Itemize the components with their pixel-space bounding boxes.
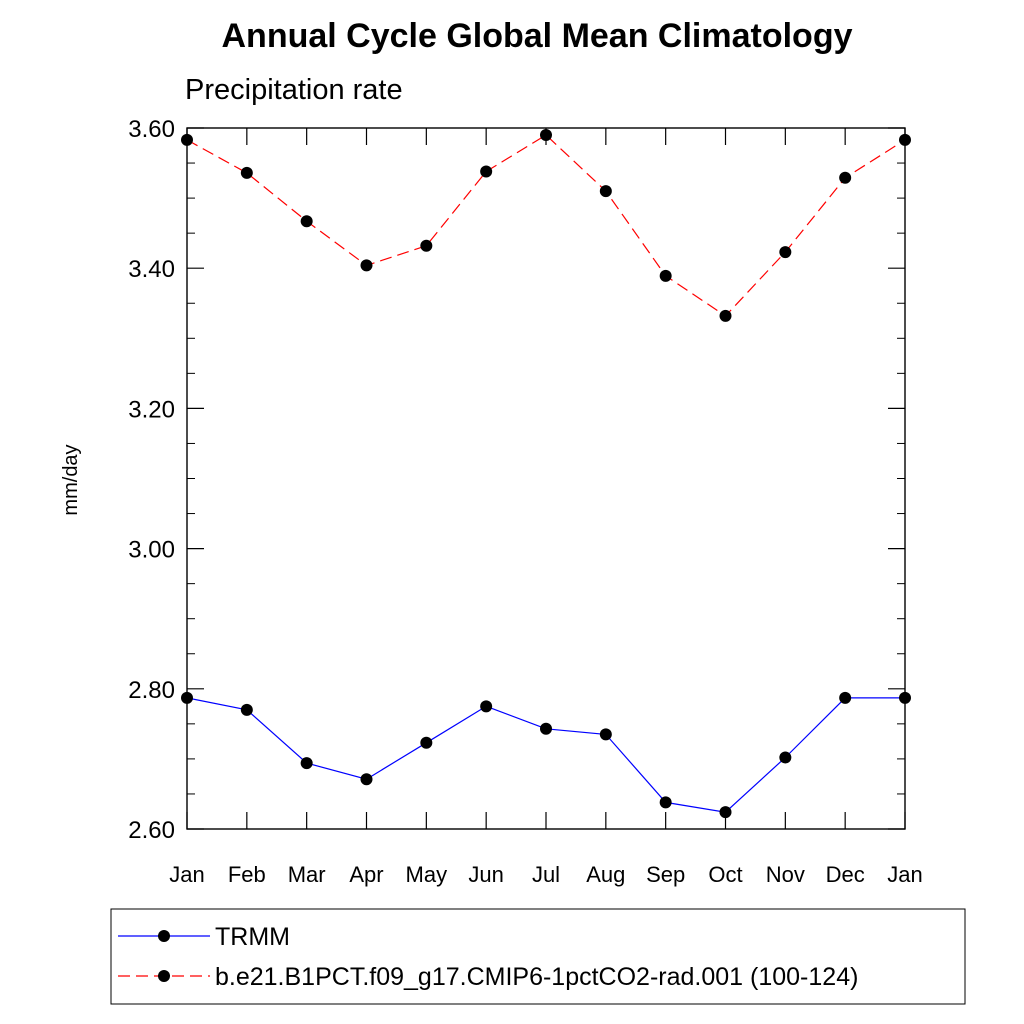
data-point-0-11 <box>839 691 852 704</box>
series-line-1 <box>186 134 906 317</box>
y-tick-label: 3.00 <box>128 537 175 564</box>
legend-label-model: b.e21.B1PCT.f09_g17.CMIP6-1pctCO2-rad.00… <box>215 963 858 991</box>
data-point-1-11 <box>839 171 852 184</box>
series-line-0 <box>186 697 905 813</box>
data-point-0-9 <box>719 806 732 819</box>
data-point-1-0 <box>181 133 193 146</box>
data-point-1-7 <box>599 185 612 198</box>
data-point-1-1 <box>240 166 253 179</box>
x-tick-label: Jan <box>169 862 204 887</box>
data-point-1-3 <box>360 259 373 272</box>
data-point-1-9 <box>719 309 732 322</box>
data-point-0-0 <box>181 691 193 704</box>
data-point-1-10 <box>779 246 792 259</box>
x-tick-label: May <box>406 862 448 887</box>
y-axis-label: mm/day <box>60 444 82 515</box>
x-axis-ticks: Jan Feb Mar Apr May Jun Jul Aug Sep Oct Nov Dec Jan <box>169 128 923 887</box>
data-point-0-1 <box>240 703 253 716</box>
data-point-1-4 <box>420 239 433 252</box>
x-tick-label: Mar <box>288 862 326 887</box>
data-point-1-5 <box>480 165 493 178</box>
chart-title: Annual Cycle Global Mean Climatology <box>222 17 853 55</box>
x-tick-label: Dec <box>826 862 865 887</box>
y-tick-label: 2.80 <box>128 677 175 704</box>
y-tick-label: 2.60 <box>128 817 175 844</box>
data-point-0-7 <box>599 728 612 741</box>
data-point-1-8 <box>659 269 672 282</box>
x-tick-label: Feb <box>228 862 266 887</box>
y-tick-label: 3.60 <box>128 116 175 143</box>
data-point-1-2 <box>300 215 313 228</box>
data-point-0-3 <box>360 773 373 786</box>
x-tick-label: Jan <box>887 862 922 887</box>
data-point-1-12 <box>899 133 911 146</box>
legend-marker-trmm <box>158 930 170 942</box>
data-point-0-4 <box>420 736 433 749</box>
data-point-0-5 <box>480 700 493 713</box>
legend-marker-model <box>158 970 170 982</box>
x-tick-label: Jun <box>468 862 503 887</box>
legend-label-trmm: TRMM <box>215 923 290 951</box>
x-tick-label: Aug <box>586 862 625 887</box>
series-layer <box>181 129 911 819</box>
x-tick-label: Apr <box>349 862 383 887</box>
data-point-1-6 <box>540 129 552 142</box>
data-point-0-8 <box>659 796 672 809</box>
x-tick-label: Oct <box>708 862 742 887</box>
data-point-0-10 <box>779 751 792 764</box>
x-tick-label: Jul <box>532 862 560 887</box>
legend: TRMM b.e21.B1PCT.f09_g17.CMIP6-1pctCO2-r… <box>110 908 966 1005</box>
y-tick-label: 3.40 <box>128 256 175 283</box>
data-point-0-6 <box>540 722 552 735</box>
y-tick-label: 3.20 <box>128 396 175 423</box>
data-point-0-2 <box>300 757 313 770</box>
data-point-0-12 <box>899 691 911 704</box>
y-axis-ticks: 3.60 3.40 3.20 3.00 2.80 2.60 <box>128 116 905 844</box>
x-tick-label: Nov <box>766 862 805 887</box>
chart-subtitle: Precipitation rate <box>185 74 403 106</box>
x-tick-label: Sep <box>646 862 685 887</box>
legend-box <box>110 908 966 1005</box>
